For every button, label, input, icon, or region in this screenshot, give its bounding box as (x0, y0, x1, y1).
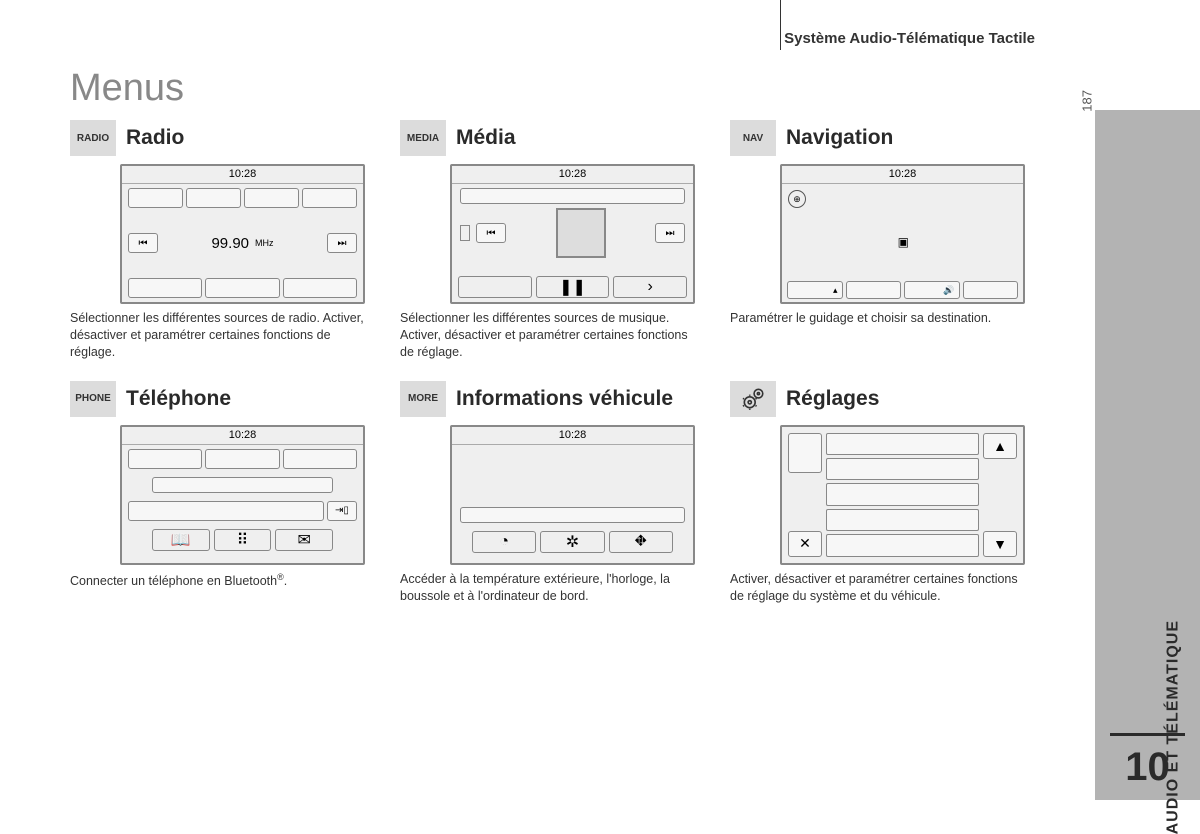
radio-clock: 10:28 (122, 166, 363, 184)
cell-radio: RADIO Radio 10:28 ⏮ 99.90 MHz (70, 120, 370, 361)
settings-item-2[interactable] (826, 458, 979, 480)
media-fwd-button[interactable]: › (613, 276, 687, 298)
nav-info-1[interactable]: ▴ (787, 281, 843, 299)
nav-clock: 10:28 (782, 166, 1023, 184)
media-screenshot: 10:28 ⏮ ⏭ ❚❚ › (450, 164, 695, 304)
radio-next-button[interactable]: ⏭ (327, 233, 357, 253)
phone-tab-1[interactable] (128, 449, 202, 469)
nav-screenshot: 10:28 ⊕ ▣ ▴ 🔊 (780, 164, 1025, 304)
cell-media: MEDIA Média 10:28 ⏮ ⏭ ❚❚ › Sélectionner (400, 120, 700, 361)
phone-tab-3[interactable] (283, 449, 357, 469)
contacts-icon[interactable]: 📖 (152, 529, 210, 551)
media-title: Média (456, 126, 516, 150)
cell-more: MORE Informations véhicule 10:28 ◔ ✲ ⛖ A… (400, 381, 700, 605)
media-track-bar (460, 188, 685, 204)
more-chip[interactable]: MORE (400, 381, 446, 417)
header-divider (780, 0, 781, 50)
settings-description: Activer, désactiver et paramétrer certai… (730, 571, 1030, 605)
radio-freq-unit: MHz (255, 238, 274, 248)
phone-tab-2[interactable] (205, 449, 279, 469)
media-chip[interactable]: MEDIA (400, 120, 446, 156)
gear-icon (740, 386, 766, 412)
phone-screenshot: 10:28 ⇥▯ 📖 ⠿ ✉ (120, 425, 365, 565)
nav-map[interactable]: ⊕ ▣ (782, 184, 1023, 278)
messages-icon[interactable]: ✉ (275, 529, 333, 551)
radio-fn-1[interactable] (128, 278, 202, 298)
media-source-icon (460, 225, 470, 241)
phone-field-2 (128, 501, 324, 521)
menu-grid: RADIO Radio 10:28 ⏮ 99.90 MHz (70, 120, 1075, 604)
car-position-icon: ▣ (898, 235, 909, 249)
trip-icon[interactable]: ⛖ (609, 531, 673, 553)
page-content: Système Audio-Télématique Tactile Menus … (0, 0, 1095, 800)
phone-description: Connecter un téléphone en Bluetooth®. (70, 571, 370, 590)
settings-title: Réglages (786, 387, 879, 411)
nav-info-4[interactable] (963, 281, 1019, 299)
phone-chip[interactable]: PHONE (70, 381, 116, 417)
page-number: 187 (1080, 90, 1095, 112)
nav-description: Paramétrer le guidage et choisir sa dest… (730, 310, 1030, 327)
radio-frequency: 99.90 MHz (161, 235, 324, 252)
page-title: Menus (70, 67, 1075, 110)
radio-preset-4[interactable] (302, 188, 357, 208)
more-info-bar (460, 507, 685, 523)
phone-connect-button[interactable]: ⇥▯ (327, 501, 357, 521)
settings-item-4[interactable] (826, 509, 979, 531)
media-fn-1[interactable] (458, 276, 532, 298)
settings-category-box[interactable] (788, 433, 822, 473)
radio-description: Sélectionner les différentes sources de … (70, 310, 370, 361)
nav-chip[interactable]: NAV (730, 120, 776, 156)
media-clock: 10:28 (452, 166, 693, 184)
radio-chip[interactable]: RADIO (70, 120, 116, 156)
radio-title: Radio (126, 126, 184, 150)
settings-up-button[interactable]: ▲ (983, 433, 1017, 459)
media-album-art (556, 208, 606, 258)
section-tab: AUDIO ET TÉLÉMATIQUE 10 (1095, 110, 1200, 800)
radio-fn-3[interactable] (283, 278, 357, 298)
phone-field-1 (152, 477, 333, 493)
radio-prev-button[interactable]: ⏮ (128, 233, 158, 253)
more-screenshot: 10:28 ◔ ✲ ⛖ (450, 425, 695, 565)
more-title: Informations véhicule (456, 387, 673, 411)
radio-freq-value: 99.90 (211, 235, 249, 252)
clock-icon[interactable]: ◔ (472, 531, 536, 553)
more-clock: 10:28 (452, 427, 693, 445)
settings-close-button[interactable]: ✕ (788, 531, 822, 557)
section-tab-label: AUDIO ET TÉLÉMATIQUE (1164, 620, 1182, 834)
radio-screenshot: 10:28 ⏮ 99.90 MHz ⏭ (120, 164, 365, 304)
nav-title: Navigation (786, 126, 893, 150)
radio-preset-1[interactable] (128, 188, 183, 208)
settings-item-3[interactable] (826, 483, 979, 505)
nav-info-2[interactable] (846, 281, 902, 299)
settings-item-1[interactable] (826, 433, 979, 455)
nav-info-3[interactable]: 🔊 (904, 281, 960, 299)
settings-list (826, 433, 979, 557)
radio-preset-3[interactable] (244, 188, 299, 208)
system-title: Système Audio-Télématique Tactile (70, 30, 1075, 57)
media-next-button[interactable]: ⏭ (655, 223, 685, 243)
keypad-icon[interactable]: ⠿ (214, 529, 272, 551)
compass-icon[interactable]: ⊕ (788, 190, 806, 208)
more-description: Accéder à la température extérieure, l'h… (400, 571, 700, 605)
phone-clock: 10:28 (122, 427, 363, 445)
cell-settings: Réglages ✕ ▲ (730, 381, 1030, 605)
settings-chip[interactable] (730, 381, 776, 417)
cell-nav: NAV Navigation 10:28 ⊕ ▣ ▴ 🔊 Paramétrer … (730, 120, 1030, 361)
radio-preset-2[interactable] (186, 188, 241, 208)
media-pause-button[interactable]: ❚❚ (536, 276, 610, 298)
cell-phone: PHONE Téléphone 10:28 ⇥▯ 📖 ⠿ ✉ (70, 381, 370, 605)
radio-fn-2[interactable] (205, 278, 279, 298)
phone-title: Téléphone (126, 387, 231, 411)
media-description: Sélectionner les différentes sources de … (400, 310, 700, 361)
compass-button-icon[interactable]: ✲ (540, 531, 604, 553)
section-tab-divider (1110, 733, 1185, 736)
settings-screenshot: ✕ ▲ ▼ (780, 425, 1025, 565)
settings-down-button[interactable]: ▼ (983, 531, 1017, 557)
media-prev-button[interactable]: ⏮ (476, 223, 506, 243)
settings-item-5[interactable] (826, 534, 979, 556)
section-tab-number: 10 (1095, 745, 1200, 790)
